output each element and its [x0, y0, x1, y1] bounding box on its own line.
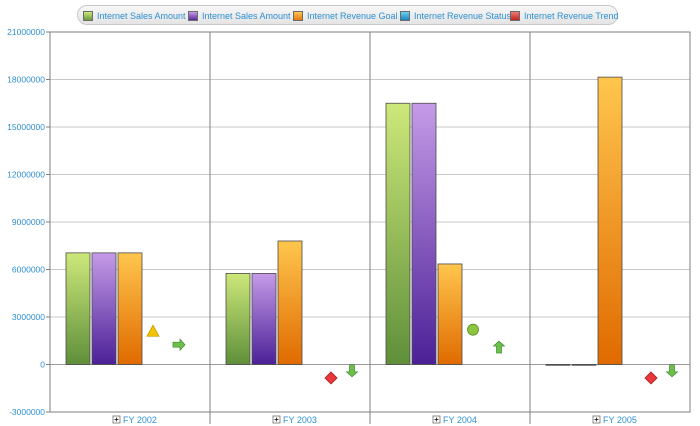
trend-indicator-arrow-right	[172, 338, 186, 352]
legend-swatch-green	[83, 11, 93, 21]
status-indicator-warning-triangle	[146, 324, 160, 337]
legend-swatch-purple	[188, 11, 198, 21]
chart-legend: Internet Sales Amount Internet Sales Amo…	[77, 5, 619, 25]
status-indicator-error-diamond	[324, 371, 338, 385]
bar[interactable]	[411, 102, 437, 365]
y-tick-label: -3000000	[9, 407, 45, 417]
trend-indicator-arrow-up	[492, 340, 506, 354]
bar[interactable]	[251, 273, 277, 365]
bar[interactable]	[571, 364, 597, 366]
status-indicator-error-diamond	[644, 371, 658, 385]
bar[interactable]	[597, 76, 623, 365]
y-tick-label: 15000000	[7, 122, 45, 132]
legend-label: Internet Revenue Trend	[524, 11, 619, 21]
legend-label: Internet Sales Amount	[202, 11, 291, 21]
x-category-label[interactable]: FY 2002	[123, 415, 157, 425]
y-tick-label: 21000000	[7, 27, 45, 37]
plus-icon	[274, 417, 279, 422]
bars	[65, 76, 623, 366]
legend-item-revenue-status[interactable]: Internet Revenue Status	[400, 9, 511, 23]
bar[interactable]	[277, 240, 303, 365]
plus-icon	[114, 417, 119, 422]
legend-label: Internet Sales Amount	[97, 11, 186, 21]
y-tick-label: 9000000	[12, 217, 45, 227]
bar[interactable]	[545, 364, 571, 366]
bar[interactable]	[65, 252, 91, 365]
bar[interactable]	[225, 273, 251, 365]
y-tick-label: 3000000	[12, 312, 45, 322]
bar[interactable]	[385, 102, 411, 365]
plus-icon	[434, 417, 439, 422]
legend-label: Internet Revenue Goal	[307, 11, 398, 21]
y-tick-label: 18000000	[7, 75, 45, 85]
y-tick-label: 6000000	[12, 265, 45, 275]
legend-swatch-orange	[293, 11, 303, 21]
plot-frame	[49, 31, 691, 413]
trend-indicator-arrow-down	[665, 364, 679, 378]
indicators	[146, 323, 679, 385]
x-category-label[interactable]: FY 2005	[603, 415, 637, 425]
bar[interactable]	[91, 252, 117, 365]
bar[interactable]	[437, 263, 463, 365]
x-category-label[interactable]: FY 2003	[283, 415, 317, 425]
y-tick-label: 12000000	[7, 170, 45, 180]
trend-indicator-arrow-down	[345, 364, 359, 378]
plus-icon	[594, 417, 599, 422]
legend-swatch-red	[510, 11, 520, 21]
bar[interactable]	[117, 252, 143, 365]
legend-swatch-blue	[400, 11, 410, 21]
axes: -3000000 0 3000000 6000000 9000000 12000000 15…	[7, 27, 691, 425]
status-indicator-ok-circle	[467, 323, 479, 336]
legend-label: Internet Revenue Status	[414, 11, 512, 21]
legend-item-sales-amount-2[interactable]: Internet Sales Amount	[188, 9, 291, 23]
x-category-label[interactable]: FY 2004	[443, 415, 477, 425]
legend-item-revenue-goal[interactable]: Internet Revenue Goal	[293, 9, 398, 23]
legend-item-revenue-trend[interactable]: Internet Revenue Trend	[510, 9, 619, 23]
legend-item-sales-amount-1[interactable]: Internet Sales Amount	[83, 9, 186, 23]
y-tick-label: 0	[40, 360, 45, 370]
